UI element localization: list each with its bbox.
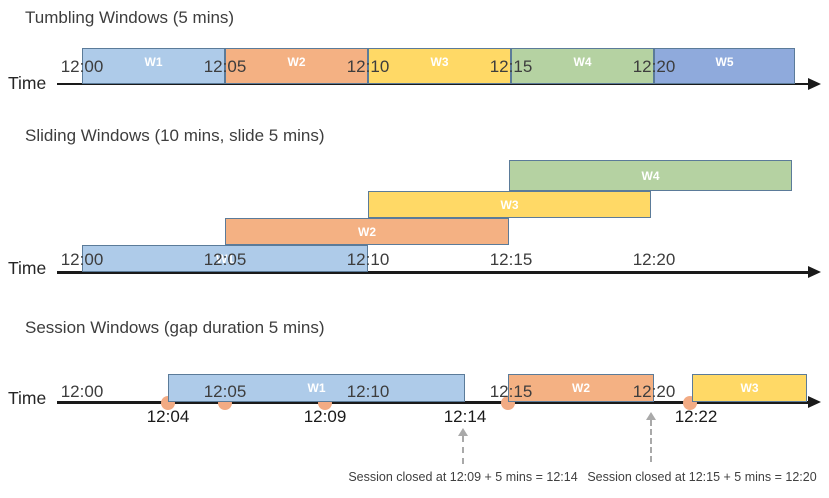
- window-label: W3: [740, 381, 759, 395]
- window-label: W3: [430, 55, 449, 69]
- session-tick-12-00: 12:00: [60, 382, 104, 401]
- sliding-window-w3: W3: [368, 191, 651, 218]
- sliding-time-axis: [57, 271, 810, 274]
- up-arrowhead-icon: [646, 412, 656, 420]
- session-close-caption-1: Session closed at 12:09 + 5 mins = 12:14: [348, 470, 578, 484]
- tumbling-section-title: Tumbling Windows (5 mins): [25, 8, 235, 27]
- session-tick-12-15: 12:15: [489, 382, 533, 401]
- event-time-12-09: 12:09: [303, 407, 347, 426]
- sliding-window-w1: W1: [82, 245, 368, 272]
- dashed-arrow-line: [462, 436, 464, 464]
- event-time-12-22: 12:22: [674, 407, 718, 426]
- window-label: W2: [358, 224, 376, 239]
- sliding-tick-12-05: 12:05: [203, 250, 247, 269]
- session-tick-12-10: 12:10: [346, 382, 390, 401]
- tumbling-tick-12-10: 12:10: [346, 57, 390, 76]
- window-label: W5: [715, 55, 734, 69]
- close-time-12-14: 12:14: [443, 407, 487, 426]
- session-time-axis: [57, 401, 810, 404]
- sliding-tick-12-15: 12:15: [489, 250, 533, 269]
- sliding-tick-12-20: 12:20: [632, 250, 676, 269]
- sliding-window-w4: W4: [509, 160, 792, 191]
- session-tick-12-05: 12:05: [203, 382, 247, 401]
- session-tick-12-20: 12:20: [632, 382, 676, 401]
- window-label: W4: [573, 55, 592, 69]
- sliding-section-title: Sliding Windows (10 mins, slide 5 mins): [25, 126, 325, 145]
- sliding-tick-12-10: 12:10: [346, 250, 390, 269]
- tumbling-window-w1: W1: [82, 48, 225, 84]
- tumbling-time-axis: [57, 83, 810, 85]
- session-window-w1: W1: [168, 374, 465, 402]
- session-time-axis-label: Time: [8, 388, 47, 408]
- sliding-tick-12-00: 12:00: [60, 250, 104, 269]
- tumbling-window-w2: W2: [225, 48, 368, 84]
- sliding-window-w2: W2: [225, 218, 509, 245]
- tumbling-tick-12-15: 12:15: [489, 57, 533, 76]
- event-time-12-04: 12:04: [146, 407, 190, 426]
- sliding-axis-arrowhead-icon: [808, 266, 821, 278]
- window-label: W1: [307, 381, 326, 395]
- session-window-w3: W3: [692, 374, 807, 402]
- tumbling-tick-12-20: 12:20: [632, 57, 676, 76]
- tumbling-axis-arrowhead-icon: [808, 78, 821, 90]
- window-label: W2: [287, 55, 306, 69]
- tumbling-tick-12-00: 12:00: [60, 57, 104, 76]
- window-label: W4: [641, 168, 660, 183]
- session-axis-arrowhead-icon: [808, 396, 821, 408]
- tumbling-window-w4: W4: [511, 48, 654, 84]
- dashed-arrow-line: [650, 420, 652, 462]
- tumbling-tick-12-05: 12:05: [203, 57, 247, 76]
- up-arrowhead-icon: [458, 428, 468, 436]
- session-section-title: Session Windows (gap duration 5 mins): [25, 318, 325, 337]
- session-window-w2: W2: [508, 374, 654, 402]
- window-label: W1: [144, 55, 163, 69]
- session-close-caption-2: Session closed at 12:15 + 5 mins = 12:20: [587, 470, 817, 484]
- window-label: W2: [572, 381, 590, 395]
- tumbling-window-w3: W3: [368, 48, 511, 84]
- sliding-time-axis-label: Time: [8, 258, 47, 278]
- window-label: W3: [500, 197, 519, 212]
- tumbling-window-w5: W5: [654, 48, 795, 84]
- window-label: W1: [216, 251, 234, 266]
- tumbling-time-axis-label: Time: [8, 73, 47, 93]
